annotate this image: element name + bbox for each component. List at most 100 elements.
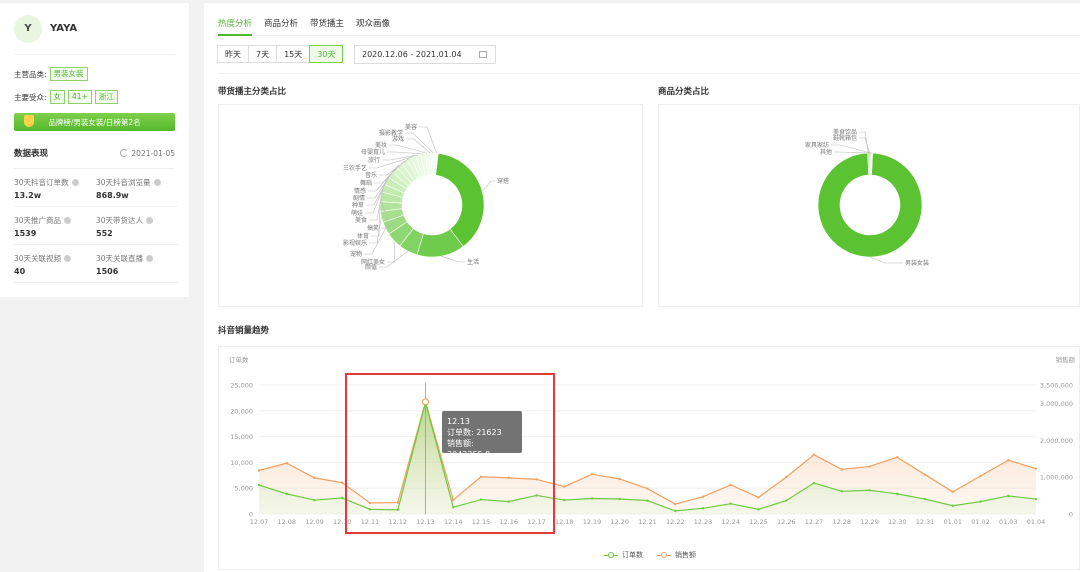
orders-point[interactable]: [896, 492, 899, 496]
sales-point[interactable]: [979, 474, 982, 478]
orders-point[interactable]: [646, 499, 649, 502]
sales-point[interactable]: [285, 461, 288, 465]
help-icon[interactable]: [146, 255, 154, 262]
medal-icon: [24, 115, 34, 127]
orders-point[interactable]: [812, 481, 816, 485]
sales-point[interactable]: [618, 477, 621, 481]
product-pie-card: 男装女装 美食饮品 鞋靴箱包 家具家纺 其他: [658, 104, 1080, 307]
orders-point[interactable]: [1034, 497, 1038, 501]
orders-point[interactable]: [590, 497, 594, 500]
tab-audience[interactable]: 观众画像: [356, 19, 391, 29]
orders-point[interactable]: [729, 502, 732, 505]
help-icon[interactable]: [71, 179, 79, 186]
tab-heat-analysis[interactable]: 热度分析: [218, 3, 253, 36]
date-range-picker[interactable]: 2020.12.06 - 2021.01.04: [354, 45, 496, 64]
sales-point[interactable]: [674, 502, 677, 506]
help-icon[interactable]: [153, 179, 161, 186]
period-30d-button[interactable]: 30天: [309, 45, 344, 63]
rank-banner[interactable]: 品牌榜/男装女装/日榜第2名: [14, 113, 175, 131]
y2-tick-label: 0: [1069, 511, 1073, 519]
sales-point[interactable]: [535, 478, 538, 481]
orders-point[interactable]: [674, 509, 677, 513]
sales-point[interactable]: [729, 483, 732, 487]
sales-point[interactable]: [701, 495, 705, 498]
sales-point[interactable]: [868, 465, 871, 468]
anchor-pie-leader: [481, 180, 495, 192]
x-tick-label: 12.25: [749, 518, 768, 526]
sales-point[interactable]: [257, 469, 261, 472]
orders-point[interactable]: [257, 483, 261, 487]
orders-point[interactable]: [563, 498, 566, 502]
orders-point[interactable]: [868, 489, 871, 492]
orders-point[interactable]: [507, 500, 510, 503]
sales-point[interactable]: [951, 490, 954, 494]
sales-point[interactable]: [313, 476, 316, 480]
tab-anchors[interactable]: 带货播主: [310, 19, 345, 29]
orders-point[interactable]: [840, 490, 843, 493]
sales-point[interactable]: [646, 487, 649, 490]
sales-point[interactable]: [507, 476, 510, 480]
orders-point[interactable]: [535, 494, 538, 497]
product-pie-slice[interactable]: [817, 152, 923, 258]
sales-point[interactable]: [896, 456, 899, 459]
stat-value: 40: [14, 267, 26, 276]
sales-point[interactable]: [785, 475, 788, 479]
orders-point[interactable]: [368, 508, 372, 511]
anchor-pie-leader: [379, 158, 410, 176]
legend-orders[interactable]: 订单数: [604, 550, 643, 560]
calendar-icon[interactable]: [479, 51, 487, 58]
stat-item: 30天关联视频 40: [14, 245, 96, 283]
help-icon[interactable]: [64, 255, 72, 262]
x-tick-label: 01.03: [999, 518, 1018, 526]
sales-point[interactable]: [840, 468, 843, 471]
period-7d-button[interactable]: 7天: [248, 45, 278, 63]
orders-point[interactable]: [1007, 494, 1010, 498]
avatar[interactable]: Y: [14, 14, 42, 43]
orders-point[interactable]: [923, 497, 927, 501]
help-icon[interactable]: [64, 217, 72, 224]
sales-point[interactable]: [563, 485, 566, 488]
refresh-icon[interactable]: [120, 149, 129, 157]
orders-point[interactable]: [313, 498, 316, 502]
anchor-pie-slice[interactable]: [435, 153, 485, 247]
orders-point[interactable]: [452, 506, 455, 509]
x-tick-label: 12.19: [583, 518, 602, 526]
sales-point[interactable]: [341, 481, 344, 484]
legend-sales[interactable]: 销售额: [657, 550, 696, 560]
sales-point[interactable]: [812, 453, 816, 456]
orders-point[interactable]: [701, 507, 705, 510]
hover-point[interactable]: [422, 398, 429, 406]
orders-point[interactable]: [979, 500, 982, 503]
x-tick-label: 12.17: [527, 518, 546, 526]
sales-point[interactable]: [757, 496, 760, 499]
orders-point[interactable]: [285, 492, 288, 496]
audience-tag-region: 浙江: [94, 90, 118, 104]
profile-name: YAYA: [50, 23, 78, 34]
orders-point[interactable]: [618, 497, 621, 501]
sales-point[interactable]: [1034, 467, 1038, 470]
anchor-pie-slice[interactable]: [433, 152, 439, 176]
orders-point[interactable]: [951, 504, 954, 507]
sales-point[interactable]: [1007, 458, 1010, 462]
sales-point[interactable]: [479, 475, 483, 478]
sales-point[interactable]: [590, 472, 594, 476]
data-section-date[interactable]: 2021-01-05: [120, 149, 175, 158]
orders-point[interactable]: [341, 496, 344, 500]
sales-point[interactable]: [452, 498, 455, 502]
orders-point[interactable]: [396, 508, 399, 512]
anchor-pie-leader: [405, 132, 434, 154]
sales-point[interactable]: [923, 473, 927, 476]
period-15d-button[interactable]: 15天: [276, 45, 311, 63]
stat-item: 30天抖音浏览量 868.9w: [96, 169, 178, 207]
orders-point[interactable]: [785, 499, 788, 502]
period-yesterday-button[interactable]: 昨天: [217, 45, 249, 63]
sales-point[interactable]: [368, 501, 372, 505]
help-icon[interactable]: [146, 217, 154, 224]
orders-point[interactable]: [479, 498, 483, 501]
orders-point[interactable]: [757, 508, 760, 511]
tab-product-analysis[interactable]: 商品分析: [264, 19, 299, 29]
x-tick-label: 12.12: [388, 518, 407, 526]
anchor-pie-label: 颜值: [365, 263, 377, 271]
sales-point[interactable]: [396, 501, 399, 504]
